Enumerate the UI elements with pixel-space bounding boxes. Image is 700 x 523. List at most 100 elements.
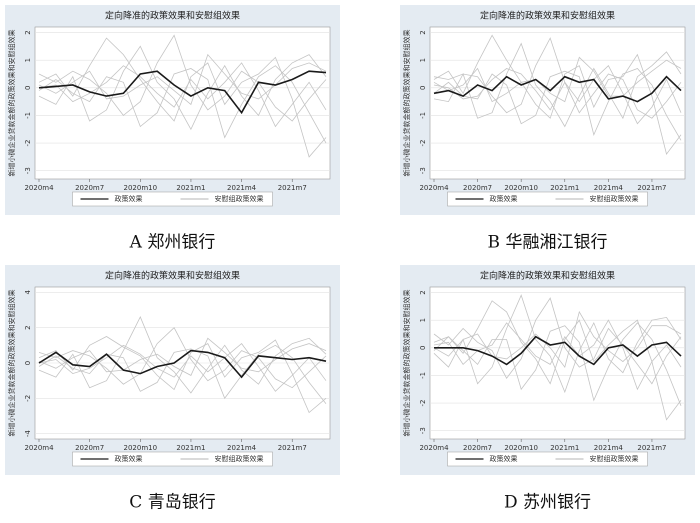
placebo-line <box>433 297 682 385</box>
y-tick-label: 2 <box>419 30 427 34</box>
placebo-line <box>433 42 682 128</box>
x-tick-label: 2021m7 <box>637 444 666 452</box>
effect-line <box>434 335 682 366</box>
placebo-line <box>38 34 327 122</box>
placebo-line <box>38 343 327 392</box>
legend <box>72 451 273 467</box>
chart-title: 定向降准的政策效果和安慰组效果 <box>105 10 240 22</box>
chart-title: 定向降准的政策效果和安慰组效果 <box>480 10 615 22</box>
y-axis-label: 新增小微企业贷款金额的政策效果和安慰组效果 <box>402 30 411 177</box>
placebo-line <box>38 45 327 131</box>
y-tick-label: -4 <box>24 430 32 438</box>
x-tick-label: 2020m7 <box>463 184 492 192</box>
x-tick-label: 2020m10 <box>124 444 158 452</box>
x-tick-label: 2021m4 <box>227 184 257 192</box>
legend <box>447 451 648 467</box>
x-tick-label: 2020m4 <box>24 444 54 452</box>
y-tick-label: -1 <box>419 112 427 119</box>
y-tick-label: 1 <box>24 58 32 62</box>
legend-label: 安慰组政策效果 <box>215 454 264 463</box>
placebo-line <box>38 327 327 389</box>
legend <box>447 191 648 207</box>
placebo-line <box>38 316 327 394</box>
x-tick-label: 2021m1 <box>550 184 579 192</box>
x-tick-label: 2021m1 <box>550 444 579 452</box>
placebo-line <box>38 62 327 128</box>
placebo-line <box>433 294 682 394</box>
x-tick-label: 2020m4 <box>419 184 449 192</box>
legend-label: 安慰组政策效果 <box>590 454 639 463</box>
x-tick-label: 2020m10 <box>124 184 158 192</box>
chart-title: 定向降准的政策效果和安慰组效果 <box>480 270 615 282</box>
y-tick-label: 2 <box>24 325 32 329</box>
y-tick-label: 0 <box>24 361 32 365</box>
placebo-line <box>433 322 682 406</box>
y-axis-label: 新增小微企业贷款金额的政策效果和安慰组效果 <box>7 30 16 177</box>
legend-label: 政策效果 <box>490 194 518 203</box>
x-tick-label: 2020m7 <box>75 184 104 192</box>
x-tick-label: 2021m4 <box>227 444 257 452</box>
x-tick-label: 2021m1 <box>176 184 205 192</box>
placebo-line <box>433 56 682 103</box>
x-tick-label: 2021m4 <box>594 444 624 452</box>
legend <box>72 191 273 207</box>
y-tick-label: 2 <box>24 30 32 34</box>
y-tick-label: -2 <box>24 395 32 402</box>
plot-area <box>429 26 686 180</box>
legend-label: 安慰组政策效果 <box>590 194 639 203</box>
y-axis-label: 新增小微企业贷款金额的政策效果和安慰组效果 <box>402 290 411 437</box>
x-tick-label: 2021m7 <box>278 444 307 452</box>
x-tick-label: 2021m1 <box>176 444 205 452</box>
legend-label: 政策效果 <box>115 454 143 463</box>
y-tick-label: -3 <box>24 167 32 174</box>
placebo-line <box>433 300 682 421</box>
y-tick-label: 2 <box>419 290 427 294</box>
y-tick-label: 0 <box>419 86 427 90</box>
plot-area <box>34 26 331 180</box>
panel-caption: C 青岛银行 <box>129 493 215 513</box>
y-tick-label: -3 <box>419 427 427 434</box>
legend-label: 政策效果 <box>490 454 518 463</box>
y-tick-label: 1 <box>419 58 427 62</box>
y-tick-label: 0 <box>419 346 427 350</box>
placebo-line <box>433 65 682 125</box>
x-tick-label: 2021m4 <box>594 184 624 192</box>
placebo-line <box>38 37 327 158</box>
panel-caption: D 苏州银行 <box>504 493 591 513</box>
effect-line <box>38 349 327 379</box>
placebo-line <box>38 53 327 106</box>
x-tick-label: 2020m4 <box>419 444 449 452</box>
panel-caption: A 郑州银行 <box>129 233 216 253</box>
plot-area <box>429 286 686 440</box>
x-tick-label: 2020m7 <box>75 444 104 452</box>
x-tick-label: 2020m4 <box>24 184 54 192</box>
x-tick-label: 2021m7 <box>637 184 666 192</box>
chart-title: 定向降准的政策效果和安慰组效果 <box>105 270 240 282</box>
y-tick-label: 1 <box>419 318 427 322</box>
y-tick-label: -2 <box>419 400 427 407</box>
y-tick-label: -3 <box>419 167 427 174</box>
y-tick-label: 0 <box>24 86 32 90</box>
x-tick-label: 2020m10 <box>504 444 538 452</box>
x-tick-label: 2021m7 <box>278 184 307 192</box>
placebo-line <box>433 68 682 141</box>
y-tick-label: -1 <box>24 112 32 119</box>
legend-label: 政策效果 <box>115 194 143 203</box>
y-tick-label: 4 <box>24 290 32 295</box>
panel-caption: B 华融湘江银行 <box>488 233 608 253</box>
y-tick-label: -2 <box>419 140 427 147</box>
y-axis-label: 新增小微企业贷款金额的政策效果和安慰组效果 <box>7 290 16 437</box>
effect-line <box>38 70 327 115</box>
placebo-line <box>433 37 682 119</box>
y-tick-label: -1 <box>419 372 427 379</box>
legend-label: 安慰组政策效果 <box>215 194 264 203</box>
placebo-line <box>38 344 327 404</box>
placebo-line <box>433 319 682 391</box>
placebo-line <box>433 310 682 368</box>
y-tick-label: -2 <box>24 140 32 147</box>
x-tick-label: 2020m10 <box>504 184 538 192</box>
placebo-line <box>38 65 327 144</box>
effect-line <box>433 75 682 103</box>
x-tick-label: 2020m7 <box>463 444 492 452</box>
